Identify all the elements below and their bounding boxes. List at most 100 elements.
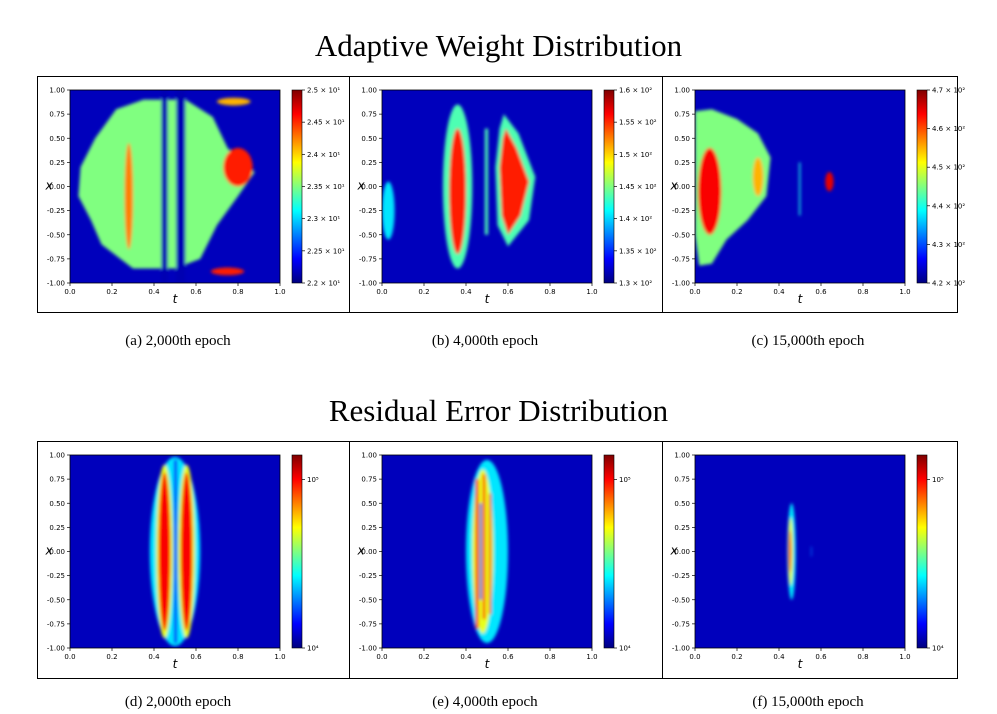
y-tick-label: -1.00 [672, 645, 690, 653]
heat-region-2 [752, 157, 764, 197]
colorbar-tick-label: 2.35 × 10¹ [307, 183, 345, 191]
y-tick-label: 0.50 [49, 135, 65, 143]
y-axis-label: x [356, 544, 365, 558]
y-tick-label: -0.50 [359, 231, 377, 239]
heat-region-4 [499, 128, 529, 235]
y-tick-label: 1.00 [361, 452, 377, 460]
y-tick-label: 0.75 [361, 111, 377, 119]
colorbar-tick-label: 1.6 × 10² [619, 87, 652, 95]
caption-e: (e) 4,000th epoch [432, 694, 538, 710]
caption-d: (d) 2,000th epoch [124, 694, 232, 710]
x-axis-label: t [485, 292, 491, 306]
y-tick-label: 0.25 [49, 524, 65, 532]
y-tick-label: 0.00 [361, 183, 377, 191]
x-tick-label: 0.6 [815, 288, 827, 296]
heat-region-3 [482, 474, 486, 620]
heatmap-f: 1.00 0.75 0.50 0.25 0.00 -0.25 -0.50 -0.75 -1.00… [669, 452, 943, 672]
heat-region-1 [161, 90, 168, 283]
y-tick-label: -0.25 [359, 572, 377, 580]
x-axis-label: t [798, 292, 804, 306]
y-axis-label: x [669, 544, 678, 558]
colorbar-tick-label: 10⁴ [619, 645, 631, 653]
x-tick-label: 1.0 [899, 653, 910, 661]
x-tick-label: 0.4 [148, 288, 160, 296]
colorbar-tick-label: 2.25 × 10¹ [307, 247, 345, 255]
x-tick-label: 0.4 [773, 653, 785, 661]
residual-error-title: Residual Error Distribution [328, 393, 669, 428]
y-tick-label: 0.75 [49, 111, 65, 119]
y-tick-label: 0.00 [674, 183, 690, 191]
y-tick-label: 0.75 [674, 111, 690, 119]
heat-region-3 [810, 546, 812, 557]
y-tick-label: -0.25 [47, 207, 65, 215]
x-tick-label: 0.8 [857, 653, 868, 661]
x-tick-label: 0.2 [731, 288, 742, 296]
y-tick-label: 1.00 [674, 87, 690, 95]
x-tick-label: 0.8 [857, 288, 868, 296]
x-tick-label: 0.4 [773, 288, 785, 296]
heat-region-5 [173, 459, 178, 644]
heat-region-4 [489, 493, 492, 615]
y-tick-label: -1.00 [359, 280, 377, 288]
heat-region-4 [124, 143, 133, 250]
x-tick-label: 1.0 [274, 288, 285, 296]
heatmap-b: 1.00 0.75 0.50 0.25 0.00 -0.25 -0.50 -0.75 -1.00… [356, 87, 657, 307]
x-tick-label: 0.0 [64, 288, 75, 296]
colorbar [603, 89, 615, 284]
caption-f: (f) 15,000th epoch [752, 694, 864, 710]
x-tick-label: 1.0 [274, 653, 285, 661]
heatmap-background [695, 455, 905, 648]
y-tick-label: 0.25 [361, 159, 377, 167]
y-tick-label: -0.75 [47, 255, 65, 263]
heatmap-a: 1.00 0.75 0.50 0.25 0.00 -0.25 -0.50 -0.75 -1.00… [44, 87, 345, 307]
y-tick-label: -0.25 [672, 207, 690, 215]
y-axis-label: x [44, 544, 53, 558]
colorbar-tick-label: 4.2 × 10² [932, 280, 965, 288]
heat-region-5 [382, 181, 395, 240]
caption-a: (a) 2,000th epoch [125, 333, 231, 349]
heat-region-2 [788, 530, 792, 573]
y-tick-label: -1.00 [47, 645, 65, 653]
x-tick-label: 0.2 [106, 288, 117, 296]
y-tick-label: -0.50 [359, 596, 377, 604]
y-tick-label: -0.25 [359, 207, 377, 215]
y-tick-label: -0.25 [47, 572, 65, 580]
colorbar-tick-label: 1.3 × 10² [619, 280, 652, 288]
colorbar-tick-label: 10⁴ [307, 645, 319, 653]
colorbar-tick-label: 4.6 × 10² [932, 125, 965, 133]
colorbar-tick-label: 1.55 × 10² [619, 119, 657, 127]
bottom-panel-frame [37, 441, 958, 679]
panel-divider [349, 76, 350, 313]
panel-divider [662, 76, 663, 313]
x-axis-label: t [485, 657, 491, 671]
caption-b: (b) 4,000th epoch [431, 333, 539, 349]
y-tick-label: 0.00 [49, 183, 65, 191]
x-tick-label: 0.6 [815, 653, 827, 661]
y-tick-label: 0.25 [674, 524, 690, 532]
y-tick-label: -0.50 [47, 231, 65, 239]
x-tick-label: 0.8 [544, 288, 555, 296]
colorbar-tick-label: 4.5 × 10² [932, 164, 965, 172]
x-tick-label: 0.2 [418, 653, 429, 661]
colorbar-tick-label: 4.3 × 10² [932, 241, 965, 249]
heat-region-2 [158, 472, 171, 631]
x-tick-label: 0.0 [689, 288, 700, 296]
y-tick-label: -0.75 [359, 255, 377, 263]
x-tick-label: 0.8 [232, 653, 243, 661]
colorbar [916, 454, 928, 649]
x-axis-label: t [173, 292, 179, 306]
y-axis-label: x [44, 179, 53, 193]
heat-region-2 [484, 128, 489, 235]
y-tick-label: 0.75 [674, 476, 690, 484]
x-tick-label: 0.0 [376, 288, 387, 296]
y-tick-label: -1.00 [47, 280, 65, 288]
y-tick-label: 0.75 [49, 476, 65, 484]
x-tick-label: 0.4 [460, 653, 472, 661]
x-tick-label: 0.6 [190, 288, 202, 296]
colorbar-tick-label: 4.4 × 10² [932, 202, 965, 210]
x-axis-label: t [798, 657, 804, 671]
x-tick-label: 0.6 [190, 653, 202, 661]
y-tick-label: 0.25 [361, 524, 377, 532]
x-axis-label: t [173, 657, 179, 671]
x-tick-label: 0.0 [689, 653, 700, 661]
